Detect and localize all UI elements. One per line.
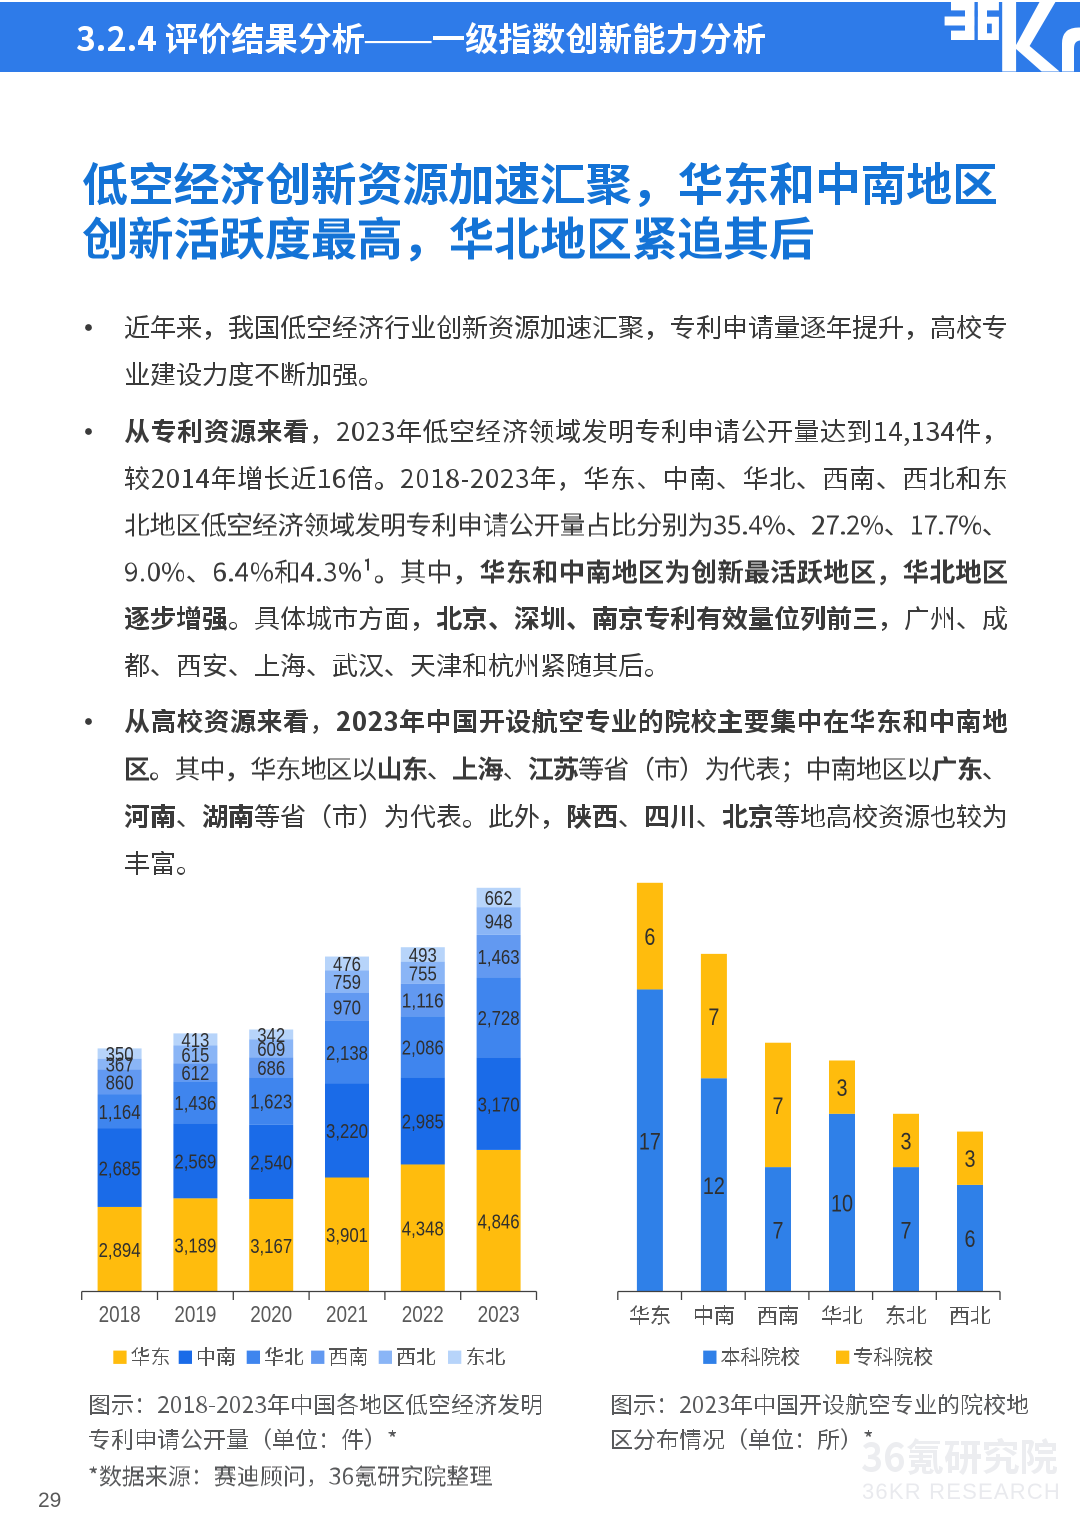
svg-text:1,463: 1,463	[478, 946, 520, 969]
svg-text:4,846: 4,846	[478, 1210, 520, 1233]
svg-text:2,138: 2,138	[326, 1042, 368, 1065]
svg-text:3,189: 3,189	[174, 1235, 216, 1258]
svg-text:2,569: 2,569	[174, 1151, 216, 1174]
svg-text:686: 686	[257, 1057, 285, 1080]
svg-text:2020: 2020	[250, 1301, 292, 1327]
svg-text:2019: 2019	[174, 1301, 216, 1327]
svg-text:3: 3	[901, 1129, 912, 1156]
svg-text:3: 3	[965, 1146, 976, 1173]
svg-text:2022: 2022	[402, 1301, 444, 1327]
svg-text:6: 6	[644, 924, 655, 951]
svg-text:7: 7	[773, 1093, 784, 1120]
svg-text:2,685: 2,685	[99, 1157, 141, 1180]
svg-text:612: 612	[181, 1062, 209, 1085]
svg-text:662: 662	[485, 887, 513, 910]
svg-text:7: 7	[708, 1004, 719, 1031]
svg-text:3,901: 3,901	[326, 1224, 368, 1247]
svg-text:2023: 2023	[478, 1301, 520, 1327]
svg-text:367: 367	[106, 1054, 134, 1077]
svg-text:36KR RESEARCH: 36KR RESEARCH	[862, 1479, 1061, 1504]
svg-text:493: 493	[409, 944, 437, 967]
svg-text:948: 948	[485, 911, 513, 934]
svg-text:615: 615	[181, 1044, 209, 1067]
svg-text:2,985: 2,985	[402, 1111, 444, 1134]
svg-text:2,540: 2,540	[250, 1152, 292, 1175]
svg-text:6: 6	[965, 1226, 976, 1253]
svg-text:1,116: 1,116	[402, 990, 444, 1013]
svg-text:1,164: 1,164	[99, 1101, 141, 1124]
svg-text:17: 17	[639, 1129, 661, 1156]
svg-text:342: 342	[257, 1024, 285, 1047]
svg-text:1,623: 1,623	[250, 1091, 292, 1114]
svg-text:10: 10	[831, 1191, 853, 1218]
svg-text:29: 29	[38, 1489, 61, 1512]
svg-text:2,086: 2,086	[402, 1037, 444, 1060]
svg-text:755: 755	[409, 962, 437, 985]
svg-text:476: 476	[333, 953, 361, 976]
svg-text:2018: 2018	[99, 1301, 141, 1327]
svg-text:609: 609	[257, 1038, 285, 1061]
svg-text:970: 970	[333, 997, 361, 1020]
svg-text:350: 350	[106, 1043, 134, 1066]
svg-text:7: 7	[773, 1217, 784, 1244]
svg-text:3,170: 3,170	[478, 1093, 520, 1116]
svg-text:759: 759	[333, 971, 361, 994]
svg-text:2,894: 2,894	[99, 1239, 141, 1262]
svg-text:2021: 2021	[326, 1301, 368, 1327]
svg-text:2,728: 2,728	[478, 1007, 520, 1030]
svg-text:1,436: 1,436	[174, 1092, 216, 1115]
svg-text:3: 3	[837, 1075, 848, 1102]
svg-text:860: 860	[106, 1072, 134, 1095]
svg-text:3,220: 3,220	[326, 1120, 368, 1143]
svg-text:3,167: 3,167	[250, 1235, 292, 1258]
svg-text:12: 12	[703, 1173, 725, 1200]
svg-text:7: 7	[901, 1217, 912, 1244]
svg-text:413: 413	[181, 1029, 209, 1052]
svg-text:4,348: 4,348	[402, 1218, 444, 1241]
